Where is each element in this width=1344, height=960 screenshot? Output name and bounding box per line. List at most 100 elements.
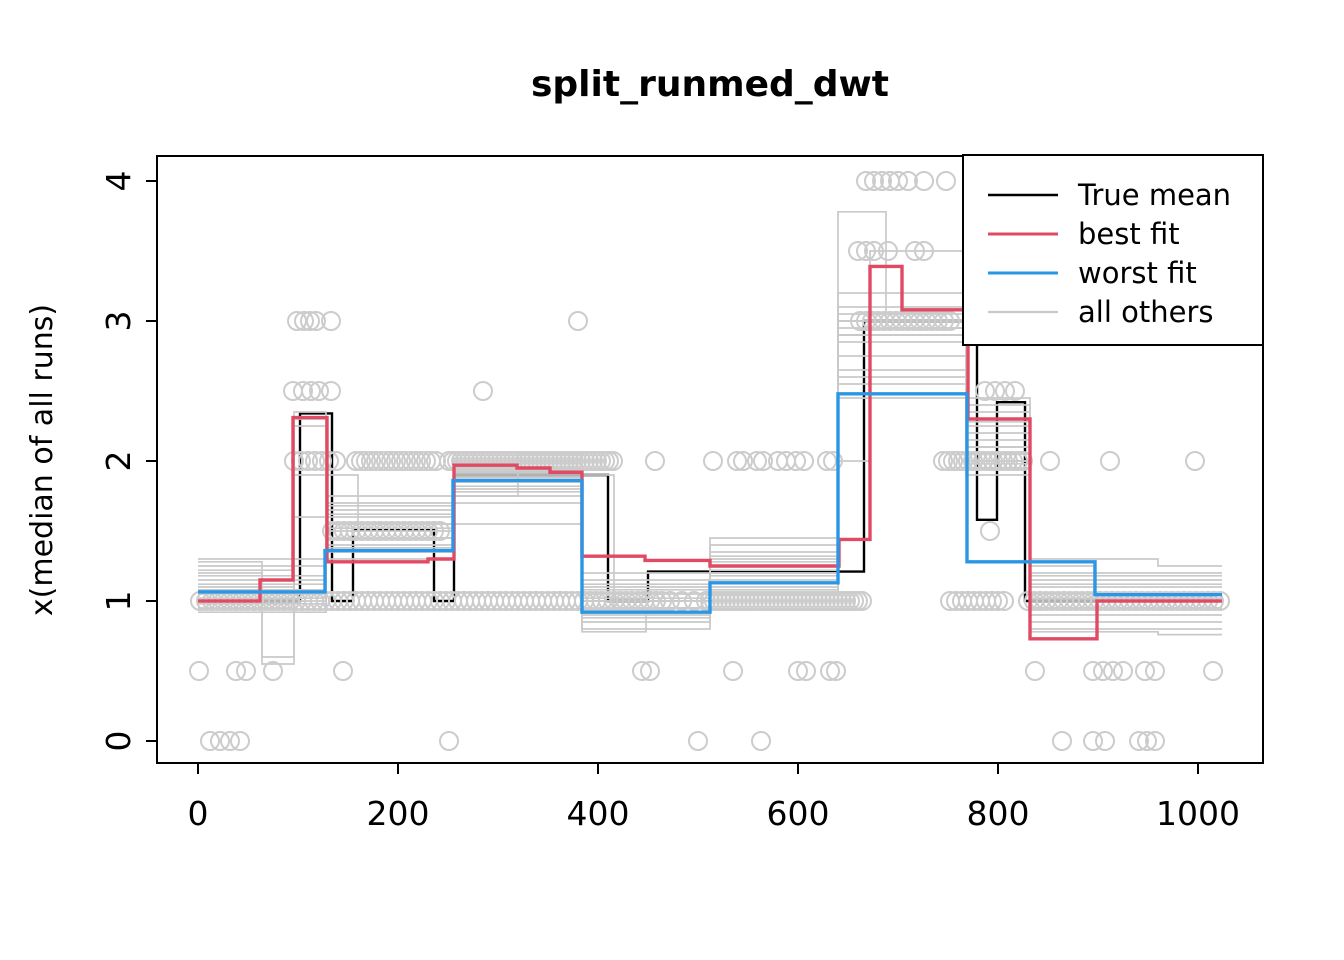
x-axis-tick-label: 800 (967, 794, 1030, 833)
scatter-point-circle (1083, 731, 1103, 751)
scatter-point-circle (864, 241, 884, 261)
scatter-point-circle (321, 311, 341, 331)
scatter-point-circle (794, 451, 814, 471)
plot-box (156, 155, 1264, 764)
scatter-point-circle (293, 381, 313, 401)
scatter-point-circle (703, 451, 723, 471)
scatter-point-circle (660, 591, 680, 611)
scatter-point-circle (351, 451, 371, 471)
legend-box (962, 154, 1264, 346)
scatter-point-circle (1100, 451, 1120, 471)
scatter-point-circle (424, 521, 444, 541)
scatter-point-circle (1203, 661, 1223, 681)
scatter-point-circle (975, 381, 995, 401)
scatter-point-circle (301, 381, 321, 401)
scatter-point-circle (938, 451, 958, 471)
scatter-point-circle (300, 311, 320, 331)
scatter-point-circle (848, 241, 868, 261)
x-axis-tick-label: 400 (567, 794, 630, 833)
scatter-point-circle (1095, 731, 1115, 751)
scatter-point-circle (872, 171, 892, 191)
scatter-point-circle (751, 731, 771, 751)
scatter-point-circle (361, 451, 381, 471)
scatter-point-circle (983, 451, 1003, 471)
legend-label: worst fit (1078, 256, 1197, 290)
scatter-point-circle (1113, 661, 1133, 681)
scatter-point-circle (898, 171, 918, 191)
scatter-point-circle (988, 591, 1008, 611)
scatter-point-circle (993, 451, 1013, 471)
scatter-point-circle (473, 381, 493, 401)
scatter-point-circle (978, 451, 998, 471)
scatter-point-circle (603, 451, 623, 471)
scatter-point-circle (386, 451, 406, 471)
x-axis-tick-label: 600 (767, 794, 830, 833)
y-axis-tick-label: 2 (99, 451, 138, 472)
scatter-point-circle (401, 451, 421, 471)
legend-label: best fit (1078, 217, 1180, 251)
scatter-point-circle (1008, 451, 1028, 471)
x-axis-tick-label: 0 (188, 794, 209, 833)
scatter-point-circle (640, 661, 660, 681)
series-true-mean (198, 319, 1222, 603)
scatter-point-circle (914, 241, 934, 261)
scatter-point-circle (933, 451, 953, 471)
series-worst-fit (198, 392, 1222, 614)
scatter-point-circle (985, 381, 1005, 401)
chart-title: split_runmed_dwt (531, 64, 889, 105)
scatter-point-circle (943, 451, 963, 471)
scatter-point-circle (406, 451, 426, 471)
scatter-point-circle (823, 451, 843, 471)
scatter-point-circle (684, 591, 704, 611)
x-axis-tick-label: 1000 (1156, 794, 1240, 833)
scatter-point-circle (381, 451, 401, 471)
scatter-point-circle (1025, 661, 1045, 681)
scatter-point-circle (309, 381, 329, 401)
scatter-point-circle (968, 451, 988, 471)
scatter-point-circle (982, 591, 1002, 611)
scatter-point-circle (826, 661, 846, 681)
scatter-point-circle (852, 591, 872, 611)
x-axis-tick-label: 200 (367, 794, 430, 833)
scatter-point-circle (988, 451, 1008, 471)
scatter-point-circle (356, 451, 376, 471)
scatter-point-circle (1137, 731, 1157, 751)
scatter-point-circle (396, 451, 416, 471)
scatter-point-circle (1145, 731, 1165, 751)
scatter-point-circle (568, 311, 588, 331)
scatter-point-circle (878, 241, 898, 261)
scatter-point-circle (632, 661, 652, 681)
scatter-point-circle (936, 171, 956, 191)
scatter-point-circle (727, 451, 747, 471)
scatter-point-circle (430, 521, 450, 541)
scatter-point-circle (905, 241, 925, 261)
y-axis-tick-label: 3 (99, 311, 138, 332)
scatter-point-circle (333, 661, 353, 681)
scatter-point-circle (817, 451, 837, 471)
scatter-point-circle (796, 661, 816, 681)
scatter-point-circle (856, 171, 876, 191)
scatter-point-circle (733, 451, 753, 471)
scatter-point-circle (226, 661, 246, 681)
scatter-point-circle (856, 241, 876, 261)
axes-layer: 0 200 400 600 800 1000 0 1 2 3 4 (99, 155, 1264, 833)
series-best-fit (198, 264, 1222, 641)
scatter-point-circle (416, 451, 436, 471)
scatter-point-circle (1145, 661, 1165, 681)
scatter-point-circle (888, 171, 908, 191)
scatter-point-circle (646, 591, 666, 611)
scatter-point-circle (321, 381, 341, 401)
scatter-point-circle (994, 591, 1014, 611)
y-axis-label: x(median of all runs) (25, 304, 60, 616)
scatter-point-circle (723, 661, 743, 681)
scatter-point-circle (995, 381, 1015, 401)
scatter-point-circle (1129, 731, 1149, 751)
scatter-point-circle (747, 451, 767, 471)
scatter-point-circle (980, 521, 1000, 541)
scatter-point-circle (652, 591, 672, 611)
scatter-point-circle (788, 661, 808, 681)
scatter-point-circle (1013, 451, 1033, 471)
scatter-point-circle (645, 451, 665, 471)
scatter-point-circle (640, 591, 660, 611)
